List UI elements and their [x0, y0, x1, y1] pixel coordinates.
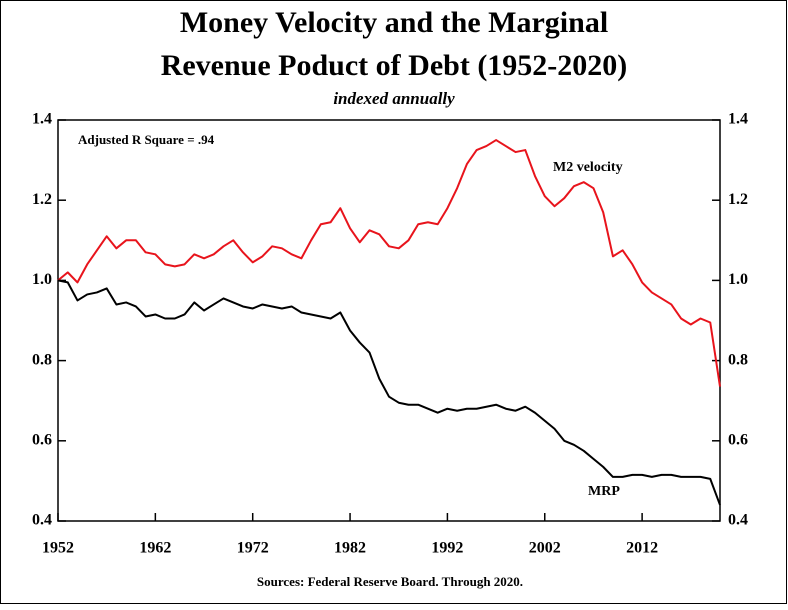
x-tick-label: 1952: [42, 540, 74, 557]
y-tick-label: 0.4: [32, 512, 52, 529]
chart-title: Revenue Poduct of Debt (1952-2020): [161, 49, 628, 82]
plot-frame: [57, 119, 721, 522]
x-tick-label: 1992: [431, 540, 463, 557]
x-tick-label: 2002: [529, 540, 561, 557]
y-tick-label: 1.0: [32, 271, 52, 288]
y-tick-label: 1.4: [32, 111, 52, 128]
x-tick-label: 1962: [139, 540, 171, 557]
x-tick-label: 1982: [334, 540, 366, 557]
y2-tick-label: 1.4: [728, 111, 748, 128]
y2-tick-label: 0.4: [728, 512, 748, 529]
chart-title: Money Velocity and the Marginal: [180, 6, 608, 39]
x-tick-label: 1972: [237, 540, 269, 557]
y-tick-label: 0.6: [32, 431, 52, 448]
series-label: MRP: [588, 484, 620, 499]
chart-subtitle: indexed annually: [333, 89, 455, 108]
y2-tick-label: 1.0: [728, 271, 748, 288]
y2-tick-label: 0.8: [728, 351, 748, 368]
series-label: M2 velocity: [553, 160, 623, 175]
x-tick-label: 2012: [626, 540, 658, 557]
y-tick-label: 1.2: [32, 191, 52, 208]
series-line: [57, 279, 721, 506]
annotation: Adjusted R Square = .94: [78, 132, 215, 147]
y2-tick-label: 1.2: [728, 191, 748, 208]
y-tick-label: 0.8: [32, 351, 52, 368]
y2-tick-label: 0.6: [728, 431, 748, 448]
series-line: [57, 139, 721, 387]
source-note: Sources: Federal Reserve Board. Through …: [257, 574, 523, 589]
